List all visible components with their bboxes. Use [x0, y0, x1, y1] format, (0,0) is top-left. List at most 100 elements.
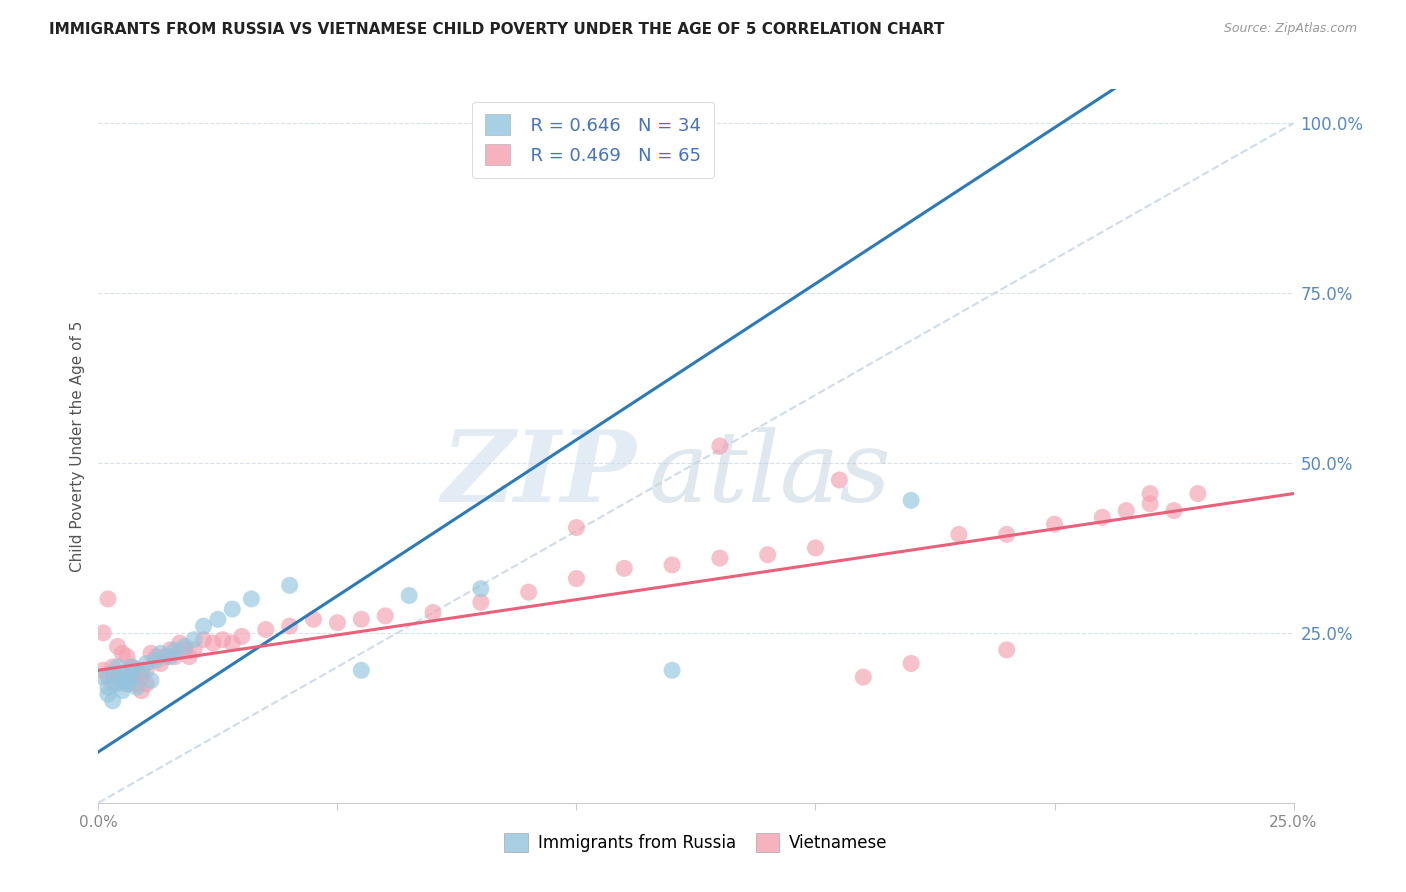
Point — [207, 612, 229, 626]
Point — [125, 677, 148, 691]
Point — [1115, 503, 1137, 517]
Point — [900, 657, 922, 671]
Point — [709, 439, 731, 453]
Point — [804, 541, 827, 555]
Point — [231, 629, 253, 643]
Point — [125, 680, 148, 694]
Point — [1043, 517, 1066, 532]
Point — [613, 561, 636, 575]
Point — [91, 626, 114, 640]
Point — [111, 666, 134, 681]
Text: Source: ZipAtlas.com: Source: ZipAtlas.com — [1223, 22, 1357, 36]
Point — [101, 666, 124, 681]
Y-axis label: Child Poverty Under the Age of 5: Child Poverty Under the Age of 5 — [69, 320, 84, 572]
Point — [97, 680, 120, 694]
Point — [183, 643, 205, 657]
Point — [661, 558, 683, 572]
Point — [155, 649, 177, 664]
Point — [1163, 503, 1185, 517]
Point — [111, 683, 134, 698]
Point — [661, 663, 683, 677]
Point — [169, 636, 191, 650]
Point — [211, 632, 233, 647]
Point — [115, 677, 138, 691]
Legend: Immigrants from Russia, Vietnamese: Immigrants from Russia, Vietnamese — [498, 826, 894, 859]
Point — [398, 589, 420, 603]
Point — [517, 585, 540, 599]
Point — [145, 649, 167, 664]
Point — [115, 649, 138, 664]
Point — [139, 646, 162, 660]
Point — [145, 653, 167, 667]
Point — [115, 677, 138, 691]
Point — [756, 548, 779, 562]
Point — [565, 572, 588, 586]
Point — [1139, 486, 1161, 500]
Point — [470, 595, 492, 609]
Point — [221, 636, 243, 650]
Point — [97, 591, 120, 606]
Point — [995, 527, 1018, 541]
Point — [159, 649, 181, 664]
Point — [131, 663, 153, 677]
Point — [278, 578, 301, 592]
Point — [948, 527, 970, 541]
Point — [97, 670, 120, 684]
Point — [350, 612, 373, 626]
Point — [828, 473, 851, 487]
Point — [125, 663, 148, 677]
Point — [240, 591, 263, 606]
Point — [350, 663, 373, 677]
Point — [121, 660, 143, 674]
Point — [131, 670, 153, 684]
Point — [374, 608, 396, 623]
Point — [101, 677, 124, 691]
Point — [183, 632, 205, 647]
Text: atlas: atlas — [648, 427, 891, 522]
Point — [91, 663, 114, 677]
Point — [221, 602, 243, 616]
Point — [302, 612, 325, 626]
Text: ZIP: ZIP — [441, 426, 637, 523]
Point — [470, 582, 492, 596]
Point — [326, 615, 349, 630]
Point — [852, 670, 875, 684]
Point — [709, 551, 731, 566]
Point — [193, 632, 215, 647]
Point — [107, 677, 129, 691]
Point — [173, 640, 195, 654]
Point — [111, 646, 134, 660]
Text: IMMIGRANTS FROM RUSSIA VS VIETNAMESE CHILD POVERTY UNDER THE AGE OF 5 CORRELATIO: IMMIGRANTS FROM RUSSIA VS VIETNAMESE CHI… — [49, 22, 945, 37]
Point — [149, 657, 172, 671]
Point — [121, 670, 143, 684]
Point — [1139, 497, 1161, 511]
Point — [139, 673, 162, 688]
Point — [173, 643, 195, 657]
Point — [1187, 486, 1209, 500]
Point — [159, 643, 181, 657]
Point — [135, 663, 157, 677]
Point — [111, 673, 134, 688]
Point — [202, 636, 225, 650]
Point — [149, 646, 172, 660]
Point — [131, 683, 153, 698]
Point — [101, 694, 124, 708]
Point — [121, 670, 143, 684]
Point — [163, 643, 186, 657]
Point — [107, 640, 129, 654]
Point — [107, 670, 129, 684]
Point — [278, 619, 301, 633]
Point — [179, 649, 201, 664]
Point — [135, 657, 157, 671]
Point — [565, 520, 588, 534]
Point — [193, 619, 215, 633]
Point — [107, 660, 129, 674]
Point — [135, 677, 157, 691]
Point — [115, 666, 138, 681]
Point — [121, 660, 143, 674]
Point — [97, 687, 120, 701]
Point — [101, 660, 124, 674]
Point — [254, 623, 277, 637]
Point — [900, 493, 922, 508]
Point — [91, 670, 114, 684]
